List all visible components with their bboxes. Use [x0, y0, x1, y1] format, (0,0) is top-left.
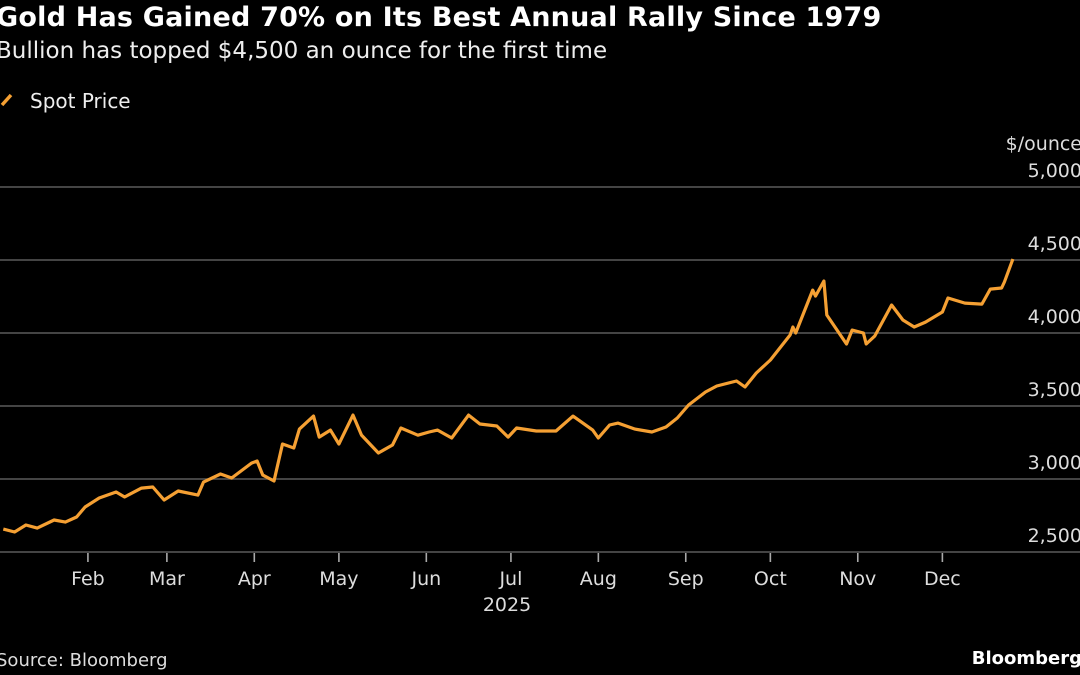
legend-label-spot-price: Spot Price — [30, 89, 131, 113]
bloomberg-logo: Bloomberg — [971, 648, 1080, 669]
source-note: Source: Bloomberg — [0, 650, 168, 671]
y-tick-label: 3,500 — [1028, 379, 1080, 401]
y-tick-label: 2,500 — [1028, 525, 1080, 547]
legend-line-icon — [0, 93, 13, 107]
x-tick-label: Aug — [580, 568, 617, 590]
chart-subtitle: Bullion has topped $4,500 an ounce for t… — [0, 38, 608, 64]
x-tick-label: Feb — [71, 568, 105, 590]
y-axis-label: $/ounce — [1006, 133, 1080, 155]
x-tick-label: Dec — [924, 568, 961, 590]
x-axis: Feb Mar Apr May Jun Jul Aug Sep Oct Nov Dec — [71, 553, 961, 590]
x-tick-label: Apr — [238, 568, 271, 590]
y-tick-label: 5,000 — [1028, 160, 1080, 182]
x-tick-label: Jul — [498, 568, 522, 590]
x-axis-year-label: 2025 — [483, 594, 531, 616]
spot-price-line — [2, 258, 1015, 534]
x-tick-label: May — [319, 568, 358, 590]
x-tick-label: Jun — [410, 568, 441, 590]
chart-title: Gold Has Gained 70% on Its Best Annual R… — [0, 2, 882, 33]
y-tick-label: 4,500 — [1028, 233, 1080, 255]
y-axis: 2,500 3,000 3,500 4,000 4,500 5,000 — [1028, 160, 1080, 547]
gridlines — [0, 186, 1080, 553]
legend: Spot Price — [0, 89, 131, 113]
x-tick-label: Oct — [754, 568, 787, 590]
x-tick-label: Mar — [149, 568, 185, 590]
y-tick-label: 3,000 — [1028, 452, 1080, 474]
y-tick-label: 4,000 — [1028, 306, 1080, 328]
x-tick-label: Sep — [668, 568, 704, 590]
x-tick-label: Nov — [839, 568, 876, 590]
